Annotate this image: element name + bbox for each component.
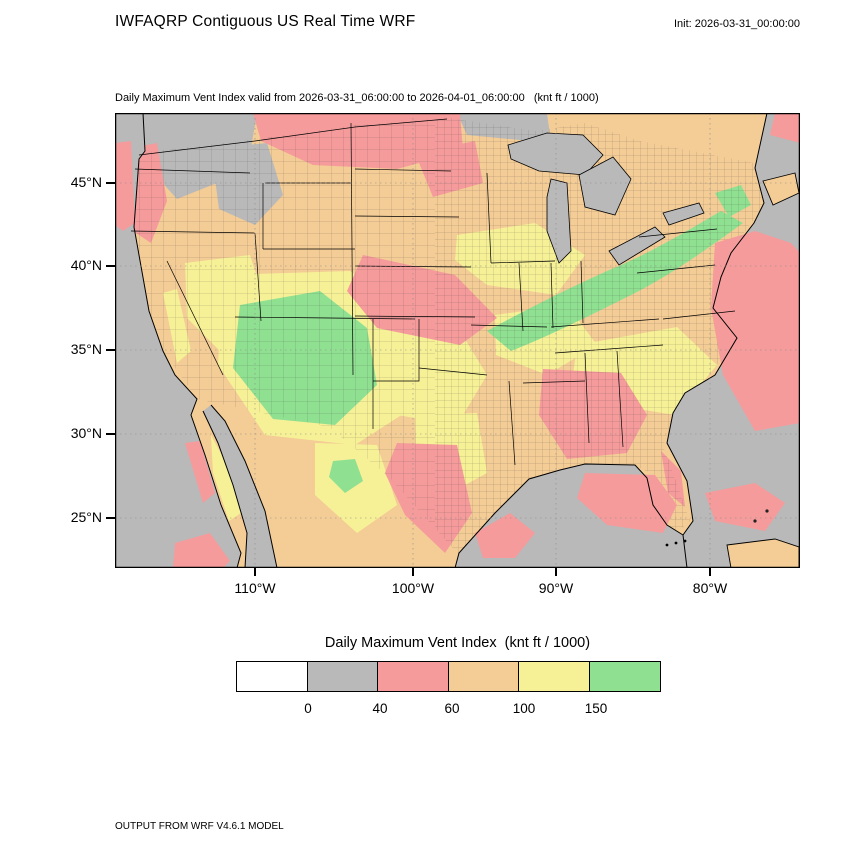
lon-tick-label: 90°W bbox=[538, 580, 574, 596]
lat-tickmark bbox=[106, 517, 115, 519]
lat-tick-label: 25°N bbox=[70, 509, 102, 525]
lon-tickmark bbox=[555, 568, 557, 576]
footer-line1: OUTPUT FROM WRF V4.6.1 MODEL bbox=[115, 821, 284, 832]
legend-color-box bbox=[518, 661, 591, 692]
valid-time-subtitle: Daily Maximum Vent Index valid from 2026… bbox=[115, 92, 599, 104]
legend-color-box bbox=[377, 661, 450, 692]
legend-tick-label: 0 bbox=[304, 701, 312, 716]
lake-michigan bbox=[546, 178, 572, 264]
plot-title: IWFAQRP Contiguous US Real Time WRF bbox=[115, 13, 416, 30]
legend-colorbar bbox=[236, 661, 662, 692]
lat-tickmark bbox=[106, 433, 115, 435]
legend-color-box bbox=[447, 661, 520, 692]
legend-color-box bbox=[589, 661, 662, 692]
legend-tick-label: 150 bbox=[584, 701, 608, 716]
lat-tickmark bbox=[106, 265, 115, 267]
conus-vent-index-map bbox=[114, 112, 801, 569]
bahamas-islet bbox=[765, 509, 769, 513]
map-svg bbox=[114, 112, 801, 569]
legend-tick-label: 40 bbox=[372, 701, 388, 716]
islands bbox=[665, 172, 800, 569]
map-frame bbox=[114, 112, 801, 569]
lat-tickmark bbox=[106, 182, 115, 184]
lon-tickmark bbox=[709, 568, 711, 576]
lake-erie bbox=[608, 226, 666, 266]
lake-ontario bbox=[662, 202, 705, 226]
ocean-pink-patches bbox=[115, 113, 800, 568]
great-lakes bbox=[507, 132, 705, 266]
lat-tick-label: 35°N bbox=[70, 341, 102, 357]
graticule bbox=[115, 113, 800, 568]
lake-superior bbox=[507, 132, 604, 176]
lat-tickmark bbox=[106, 349, 115, 351]
legend-color-box bbox=[306, 661, 379, 692]
atlantic-ocean bbox=[667, 113, 800, 568]
cuba bbox=[726, 538, 800, 569]
florida-keys bbox=[665, 543, 669, 547]
legend-tick-label: 100 bbox=[512, 701, 536, 716]
coastlines bbox=[133, 112, 768, 569]
gulf-of-california bbox=[203, 405, 277, 568]
lon-tick-label: 100°W bbox=[391, 580, 435, 596]
legend-tick-label: 60 bbox=[444, 701, 460, 716]
lon-tickmark bbox=[412, 568, 414, 576]
model-info-footer: OUTPUT FROM WRF V4.6.1 MODEL WE = 580 ; … bbox=[115, 797, 508, 850]
lat-tick-label: 45°N bbox=[70, 174, 102, 190]
bahamas-islet bbox=[753, 519, 757, 523]
lon-tickmark bbox=[254, 568, 256, 576]
lat-tick-label: 30°N bbox=[70, 425, 102, 441]
lake-huron bbox=[578, 156, 632, 216]
florida-keys bbox=[674, 541, 678, 545]
lat-tick-label: 40°N bbox=[70, 257, 102, 273]
lon-tick-label: 110°W bbox=[234, 580, 276, 596]
init-timestamp: Init: 2026-03-31_00:00:00 bbox=[674, 18, 800, 30]
pacific-ocean bbox=[115, 113, 241, 568]
legend-title: Daily Maximum Vent Index (knt ft / 1000) bbox=[324, 635, 591, 651]
state-borders bbox=[130, 118, 736, 466]
lon-tick-label: 80°W bbox=[692, 580, 728, 596]
legend-color-box bbox=[236, 661, 308, 692]
